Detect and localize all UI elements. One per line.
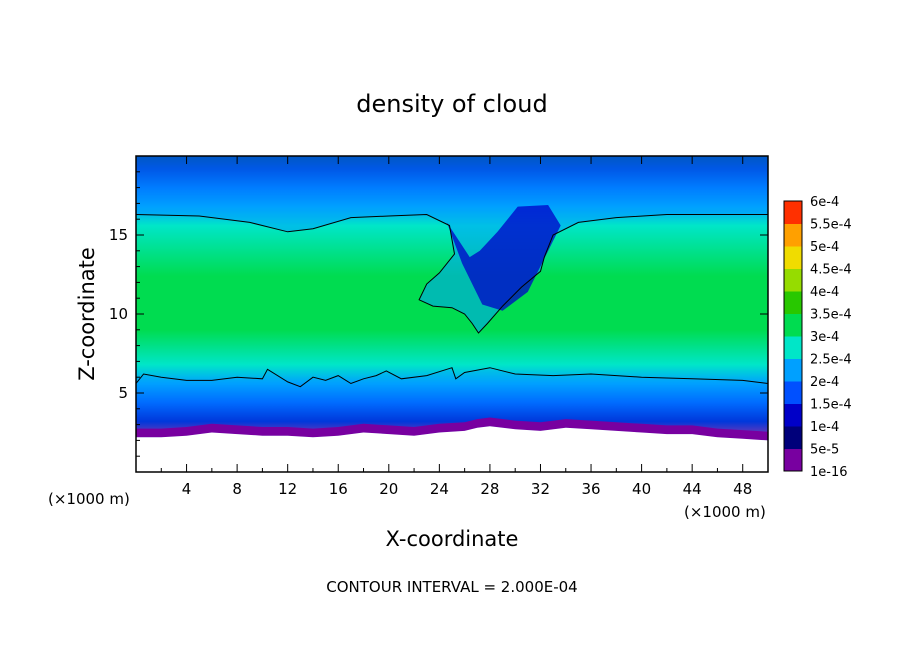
x-unit-left: (×1000 m) — [48, 490, 130, 508]
x-tick-label: 44 — [683, 480, 702, 498]
colorbar-swatch — [784, 201, 802, 224]
contour-line-upper — [136, 213, 768, 334]
surface-band — [136, 417, 768, 441]
x-axis-label: X-coordinate — [386, 527, 519, 551]
colorbar-label: 3.5e-4 — [810, 308, 852, 323]
plot-area — [135, 155, 769, 473]
x-axis: 4 8 12 16 20 24 28 32 36 40 44 48 — [160, 156, 752, 498]
density-field — [136, 156, 768, 472]
x-tick-label: 32 — [531, 480, 550, 498]
contour-interval-note: CONTOUR INTERVAL = 2.000E-04 — [326, 578, 577, 596]
x-tick-label: 12 — [278, 480, 297, 498]
colorbar-swatch — [784, 291, 802, 314]
colorbar-label: 6e-4 — [810, 195, 839, 210]
colorbar-label: 1e-16 — [810, 465, 848, 480]
x-tick-label: 48 — [733, 480, 752, 498]
y-axis: 5 10 15 — [109, 171, 768, 457]
colorbar-swatch — [784, 448, 802, 472]
colorbar-swatch — [784, 426, 802, 449]
colorbar-swatch — [784, 268, 802, 292]
colorbar: 1e-16 5e-5 1e-4 1.5e-4 2e-4 2.5e-4 3e-4 3.5e-4 4… — [783, 195, 852, 480]
colorbar-swatch — [784, 358, 802, 382]
colorbar-label: 4.5e-4 — [810, 263, 852, 278]
x-unit-right: (×1000 m) — [684, 503, 766, 521]
colorbar-label: 1.5e-4 — [810, 398, 852, 413]
y-tick-label: 10 — [109, 305, 128, 323]
colorbar-label: 5e-4 — [810, 240, 839, 255]
chart-title: density of cloud — [356, 90, 547, 118]
colorbar-label: 2.5e-4 — [810, 353, 852, 368]
colorbar-swatch — [784, 336, 802, 359]
x-tick-label: 4 — [182, 480, 192, 498]
x-tick-label: 16 — [329, 480, 348, 498]
colorbar-swatch — [784, 313, 802, 337]
colorbar-label: 1e-4 — [810, 420, 839, 435]
x-tick-label: 36 — [581, 480, 600, 498]
y-tick-label: 5 — [118, 384, 128, 402]
x-tick-label: 40 — [632, 480, 651, 498]
low-density-region-upper — [136, 156, 768, 333]
y-tick-label: 15 — [109, 226, 128, 244]
colorbar-label: 5.5e-4 — [810, 218, 852, 233]
x-tick-label: 20 — [379, 480, 398, 498]
colorbar-swatch — [784, 246, 802, 269]
terrain-mask — [136, 426, 768, 472]
colorbar-label: 5e-5 — [810, 443, 839, 458]
y-axis-label: Z-coordinate — [75, 247, 99, 381]
dry-intrusion-region — [446, 205, 561, 311]
colorbar-label: 4e-4 — [810, 285, 839, 300]
x-tick-label: 28 — [480, 480, 499, 498]
colorbar-swatch — [784, 403, 802, 427]
colorbar-swatch — [784, 223, 802, 247]
x-tick-label: 24 — [430, 480, 449, 498]
colorbar-label: 3e-4 — [810, 330, 839, 345]
x-tick-label: 8 — [232, 480, 242, 498]
colorbar-swatch — [784, 381, 802, 404]
colorbar-frame — [783, 200, 803, 472]
colorbar-label: 2e-4 — [810, 375, 839, 390]
contour-line-lower — [136, 367, 768, 388]
